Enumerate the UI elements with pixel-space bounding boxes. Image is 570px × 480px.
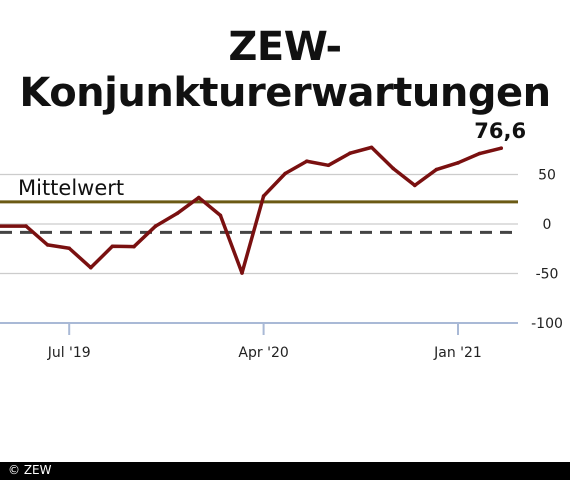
- data-point: [110, 244, 115, 249]
- data-point: [456, 161, 460, 165]
- x-tick-label: Jul '19: [47, 345, 91, 361]
- data-point: [153, 224, 158, 228]
- y-tick-label: -100: [531, 316, 563, 332]
- data-point: [326, 163, 331, 168]
- copyright-text: © ZEW: [8, 463, 52, 477]
- data-point: [434, 167, 439, 172]
- data-point: [499, 146, 504, 150]
- data-point: [369, 145, 374, 150]
- data-point: [413, 183, 417, 188]
- data-point: [261, 194, 266, 198]
- data-point: [24, 224, 28, 228]
- y-tick-label: 50: [538, 168, 556, 184]
- last-value-label: 76,6: [474, 119, 526, 143]
- data-point: [283, 171, 288, 176]
- chart-title: ZEW-Konjunkturerwartungen: [19, 24, 551, 116]
- x-tick-label: Apr '20: [238, 345, 288, 361]
- series-line: [0, 145, 503, 275]
- line-chart: 50 0 -50 -100 Jul '19 Apr '20 Jan '21 Mittelwer…: [0, 119, 563, 361]
- data-point: [132, 244, 136, 249]
- data-point: [45, 243, 50, 247]
- y-tick-label: -50: [536, 267, 559, 283]
- data-point: [477, 151, 482, 156]
- data-point: [391, 166, 396, 171]
- data-point: [197, 195, 201, 200]
- data-point: [67, 246, 71, 251]
- y-tick-label: 0: [543, 217, 552, 233]
- data-point: [240, 271, 244, 275]
- mean-line-label: Mittelwert: [18, 176, 124, 200]
- footer-bar: © ZEW: [0, 462, 570, 480]
- data-point: [218, 213, 223, 218]
- data-point: [348, 151, 352, 156]
- data-point: [305, 159, 309, 164]
- x-tick-label: Jan '21: [433, 345, 482, 361]
- data-point: [175, 211, 179, 216]
- data-point: [89, 265, 93, 270]
